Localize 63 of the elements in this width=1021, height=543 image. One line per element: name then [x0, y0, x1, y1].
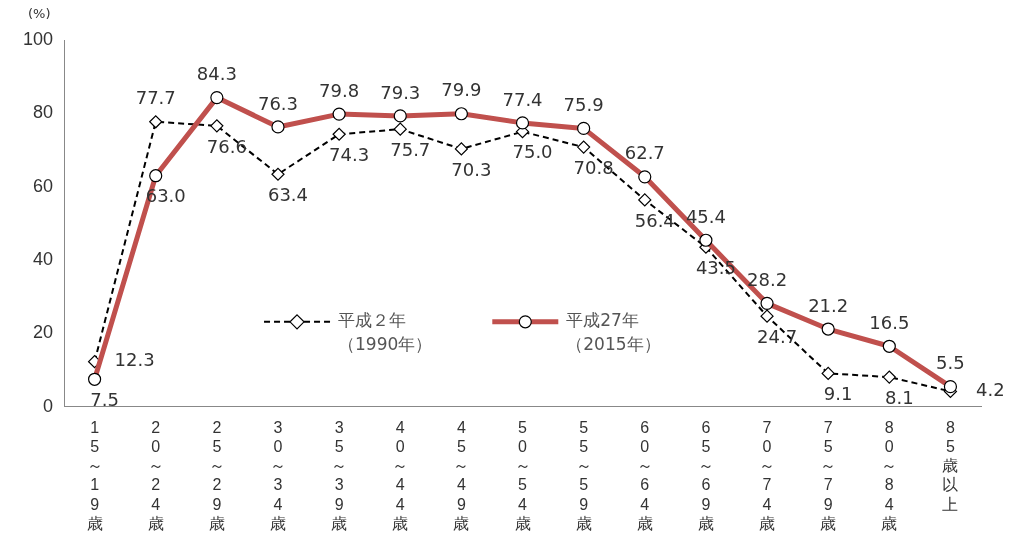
data-label: 7.5: [90, 388, 119, 410]
data-label: 74.3: [329, 143, 370, 165]
data-label: 75.0: [512, 141, 553, 163]
point: [760, 309, 774, 323]
x-tick-label: 65～69歳: [697, 418, 714, 532]
x-tick-label: 25～29歳: [208, 418, 225, 532]
data-label: 76.6: [206, 135, 247, 157]
data-label: 77.4: [502, 88, 543, 110]
data-label: 63.4: [267, 183, 309, 205]
y-tick-label: 0: [43, 395, 54, 416]
y-tick-label: 20: [33, 322, 54, 343]
x-tick-label: 20～24歳: [147, 418, 164, 532]
x-tick-label: 60～64歳: [636, 418, 653, 532]
data-label: 21.2: [808, 294, 849, 316]
data-label: 79.9: [441, 79, 482, 101]
x-tick-label: 30～34歳: [269, 418, 286, 532]
y-tick-label: 40: [33, 249, 54, 270]
x-tick-label: 55～59歳: [575, 418, 592, 532]
data-label: 45.4: [685, 205, 726, 227]
y-tick-label: 80: [33, 102, 54, 123]
point: [271, 167, 285, 181]
x-tick-label: 45～49歳: [453, 418, 470, 532]
data-label: 75.9: [563, 94, 604, 116]
point: [210, 119, 224, 133]
data-label: 84.3: [196, 63, 237, 85]
data-label: 8.1: [884, 386, 914, 408]
data-label: 56.4: [634, 209, 675, 231]
data-label: 76.3: [257, 92, 299, 114]
data-label: 5.5: [936, 352, 965, 374]
point: [577, 140, 591, 154]
data-label: 16.5: [869, 311, 910, 333]
data-label: 77.7: [135, 87, 176, 109]
x-tick-label: 85歳以上: [942, 418, 959, 513]
data-label: 28.2: [747, 269, 788, 291]
point: [821, 366, 835, 381]
data-label: 24.7: [757, 325, 798, 347]
data-label: 70.8: [573, 156, 614, 178]
data-label: 79.3: [380, 81, 421, 103]
data-label: 62.7: [624, 142, 665, 164]
point: [882, 370, 896, 384]
y-axis-title: (%): [28, 6, 51, 21]
data-label: 9.1: [823, 383, 853, 405]
legend-label: 平成２年（1990年）: [338, 310, 433, 355]
point: [393, 122, 407, 136]
y-tick-label: 60: [33, 175, 54, 196]
data-label: 75.7: [390, 138, 431, 160]
data-label: 79.8: [319, 79, 360, 101]
x-tick-label: 40～44歳: [392, 418, 409, 532]
x-tick-label: 80～84歳: [881, 418, 898, 532]
data-label: 70.3: [451, 158, 492, 180]
point: [454, 142, 468, 156]
x-tick-label: 15～19歳: [86, 418, 103, 532]
x-tick-label: 75～79歳: [820, 418, 837, 532]
x-tick-label: 35～39歳: [331, 418, 348, 532]
point: [149, 115, 163, 129]
y-tick-label: 100: [22, 28, 54, 49]
legend-label: 平成27年（2015年）: [566, 310, 661, 355]
data-label: 12.3: [114, 349, 155, 371]
point: [638, 193, 652, 207]
x-tick-label: 50～54歳: [514, 418, 531, 532]
point: [332, 127, 346, 141]
x-tick-label: 70～74歳: [759, 418, 776, 532]
data-label: 4.2: [976, 379, 1005, 401]
